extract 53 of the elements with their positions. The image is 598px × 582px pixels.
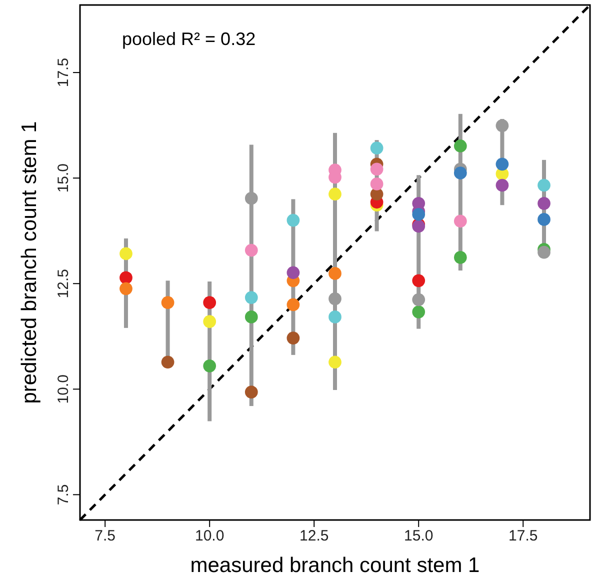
y-tick-label: 12.5 [55, 269, 72, 298]
point [538, 246, 550, 259]
point [286, 266, 300, 280]
point [412, 274, 426, 288]
point [538, 178, 550, 192]
point [244, 291, 258, 304]
point [203, 315, 216, 328]
annotation: pooled R² = 0.32 [122, 29, 256, 49]
x-tick-label: 12.5 [299, 528, 329, 545]
point [328, 356, 342, 369]
x-tick-label: 7.5 [94, 528, 116, 545]
point [496, 158, 509, 171]
point [244, 192, 258, 205]
x-tick-label: 10.0 [194, 528, 224, 545]
point [161, 356, 174, 369]
y-tick-label: 7.5 [55, 484, 72, 506]
point [120, 247, 132, 260]
point [538, 196, 550, 210]
point [412, 305, 426, 318]
point [120, 282, 132, 296]
point [454, 251, 467, 264]
point [496, 119, 509, 132]
y-tick-label: 10.0 [55, 374, 72, 404]
x-tick-label: 15.0 [404, 528, 434, 545]
point [538, 213, 550, 226]
y-tick-label: 17.5 [55, 58, 72, 88]
point [328, 292, 342, 306]
point [454, 140, 467, 152]
point [244, 386, 258, 399]
point [328, 188, 342, 201]
point [328, 310, 342, 324]
point [244, 244, 258, 257]
point [161, 296, 174, 310]
x-axis-title: measured branch count stem 1 [190, 554, 480, 577]
point [370, 162, 384, 176]
point [244, 310, 258, 324]
x-tick-label: 17.5 [508, 528, 538, 545]
point [203, 360, 216, 372]
y-axis-title: predicted branch count stem 1 [18, 121, 41, 404]
point [370, 142, 384, 155]
point [454, 214, 467, 228]
y-tick-label: 15.0 [55, 163, 72, 193]
point [120, 271, 132, 284]
point [286, 332, 300, 344]
point [412, 208, 426, 221]
point [328, 267, 342, 280]
point [370, 178, 384, 190]
point [454, 166, 467, 180]
point [203, 296, 216, 310]
point [412, 293, 426, 306]
point [496, 178, 509, 192]
point [286, 214, 300, 227]
point [286, 298, 300, 312]
